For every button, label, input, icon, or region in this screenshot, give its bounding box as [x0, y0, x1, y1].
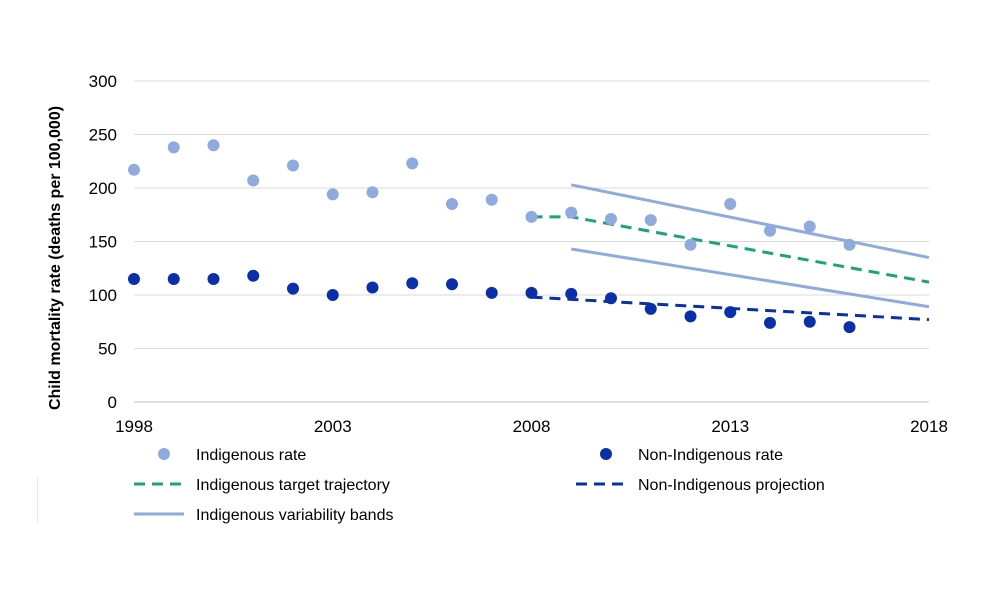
data-point-indigenous-rate [803, 220, 816, 233]
legend-marker-indigenous-rate [158, 448, 170, 460]
data-point-non-indigenous-rate [485, 286, 498, 299]
data-point-non-indigenous-rate [764, 316, 776, 329]
data-point-non-indigenous-rate [247, 269, 260, 282]
x-tick-label: 2018 [910, 417, 948, 436]
data-point-indigenous-rate [167, 141, 180, 154]
series-line-indigenous-target-trajectory [531, 215, 930, 284]
data-point-indigenous-rate [843, 238, 856, 251]
series-line-indigenous-variability-bands [571, 247, 930, 309]
x-tick-label: 2013 [711, 417, 749, 436]
data-point-indigenous-rate [446, 198, 458, 211]
y-axis-label: Child mortality rate (deaths per 100,000… [47, 106, 64, 410]
data-point-indigenous-rate [406, 157, 419, 170]
y-tick-label: 50 [98, 340, 117, 359]
data-point-non-indigenous-rate [684, 310, 697, 323]
y-tick-label: 0 [108, 393, 117, 412]
data-point-indigenous-rate [207, 139, 220, 152]
data-point-non-indigenous-rate [446, 278, 458, 291]
data-point-indigenous-rate [684, 238, 697, 251]
axes: 0 50 100 150 200 250 300 1998 2003 2008 2013 2018 [89, 72, 948, 436]
x-tick-label: 2003 [314, 417, 352, 436]
legend-label-non-indigenous-projection: Non-Indigenous projection [638, 477, 825, 494]
y-tick-label: 150 [89, 233, 117, 252]
data-point-indigenous-rate [128, 163, 140, 176]
data-point-non-indigenous-rate [207, 272, 220, 285]
data-point-indigenous-rate [565, 206, 578, 219]
data-point-indigenous-rate [764, 224, 776, 237]
data-point-non-indigenous-rate [167, 272, 180, 285]
legend-label-non-indigenous-rate: Non-Indigenous rate [638, 447, 783, 464]
legend-label-indigenous-variability-bands: Indigenous variability bands [196, 507, 393, 524]
data-point-non-indigenous-rate [525, 286, 538, 299]
data-point-non-indigenous-rate [406, 277, 419, 290]
data-point-non-indigenous-rate [605, 292, 617, 305]
data-point-indigenous-rate [247, 174, 260, 187]
data-point-non-indigenous-rate [724, 306, 737, 319]
data-point-indigenous-rate [525, 210, 538, 223]
data-point-indigenous-rate [485, 193, 498, 206]
y-tick-label: 100 [89, 286, 117, 305]
x-tick-label: 1998 [115, 417, 153, 436]
data-point-non-indigenous-rate [644, 302, 657, 315]
y-tick-label: 250 [89, 126, 117, 145]
series-line-indigenous-variability-bands [570, 183, 930, 260]
data-point-non-indigenous-rate [326, 289, 339, 301]
gridlines [134, 80, 929, 349]
data-point-indigenous-rate [366, 186, 379, 199]
data-point-non-indigenous-rate [565, 287, 578, 300]
data-point-non-indigenous-rate [803, 315, 816, 328]
legend-marker-non-indigenous-rate [600, 448, 612, 460]
data-point-non-indigenous-rate [287, 282, 299, 295]
data-point-indigenous-rate [724, 198, 737, 211]
left-edge-divider [37, 478, 38, 522]
data-point-indigenous-rate [605, 213, 617, 226]
data-point-non-indigenous-rate [366, 281, 379, 294]
x-tick-label: 2008 [513, 417, 551, 436]
legend-label-indigenous-rate: Indigenous rate [196, 447, 306, 464]
data-point-indigenous-rate [644, 214, 657, 227]
y-tick-label: 200 [89, 179, 117, 198]
data-point-indigenous-rate [287, 159, 299, 172]
legend-label-indigenous-target-trajectory: Indigenous target trajectory [196, 477, 390, 494]
series-points [128, 139, 856, 334]
legend: Indigenous rate Non-Indigenous rate Indige… [134, 447, 825, 524]
y-tick-label: 300 [89, 72, 117, 91]
data-point-indigenous-rate [326, 188, 339, 201]
data-point-non-indigenous-rate [128, 272, 140, 285]
data-point-non-indigenous-rate [843, 321, 856, 334]
